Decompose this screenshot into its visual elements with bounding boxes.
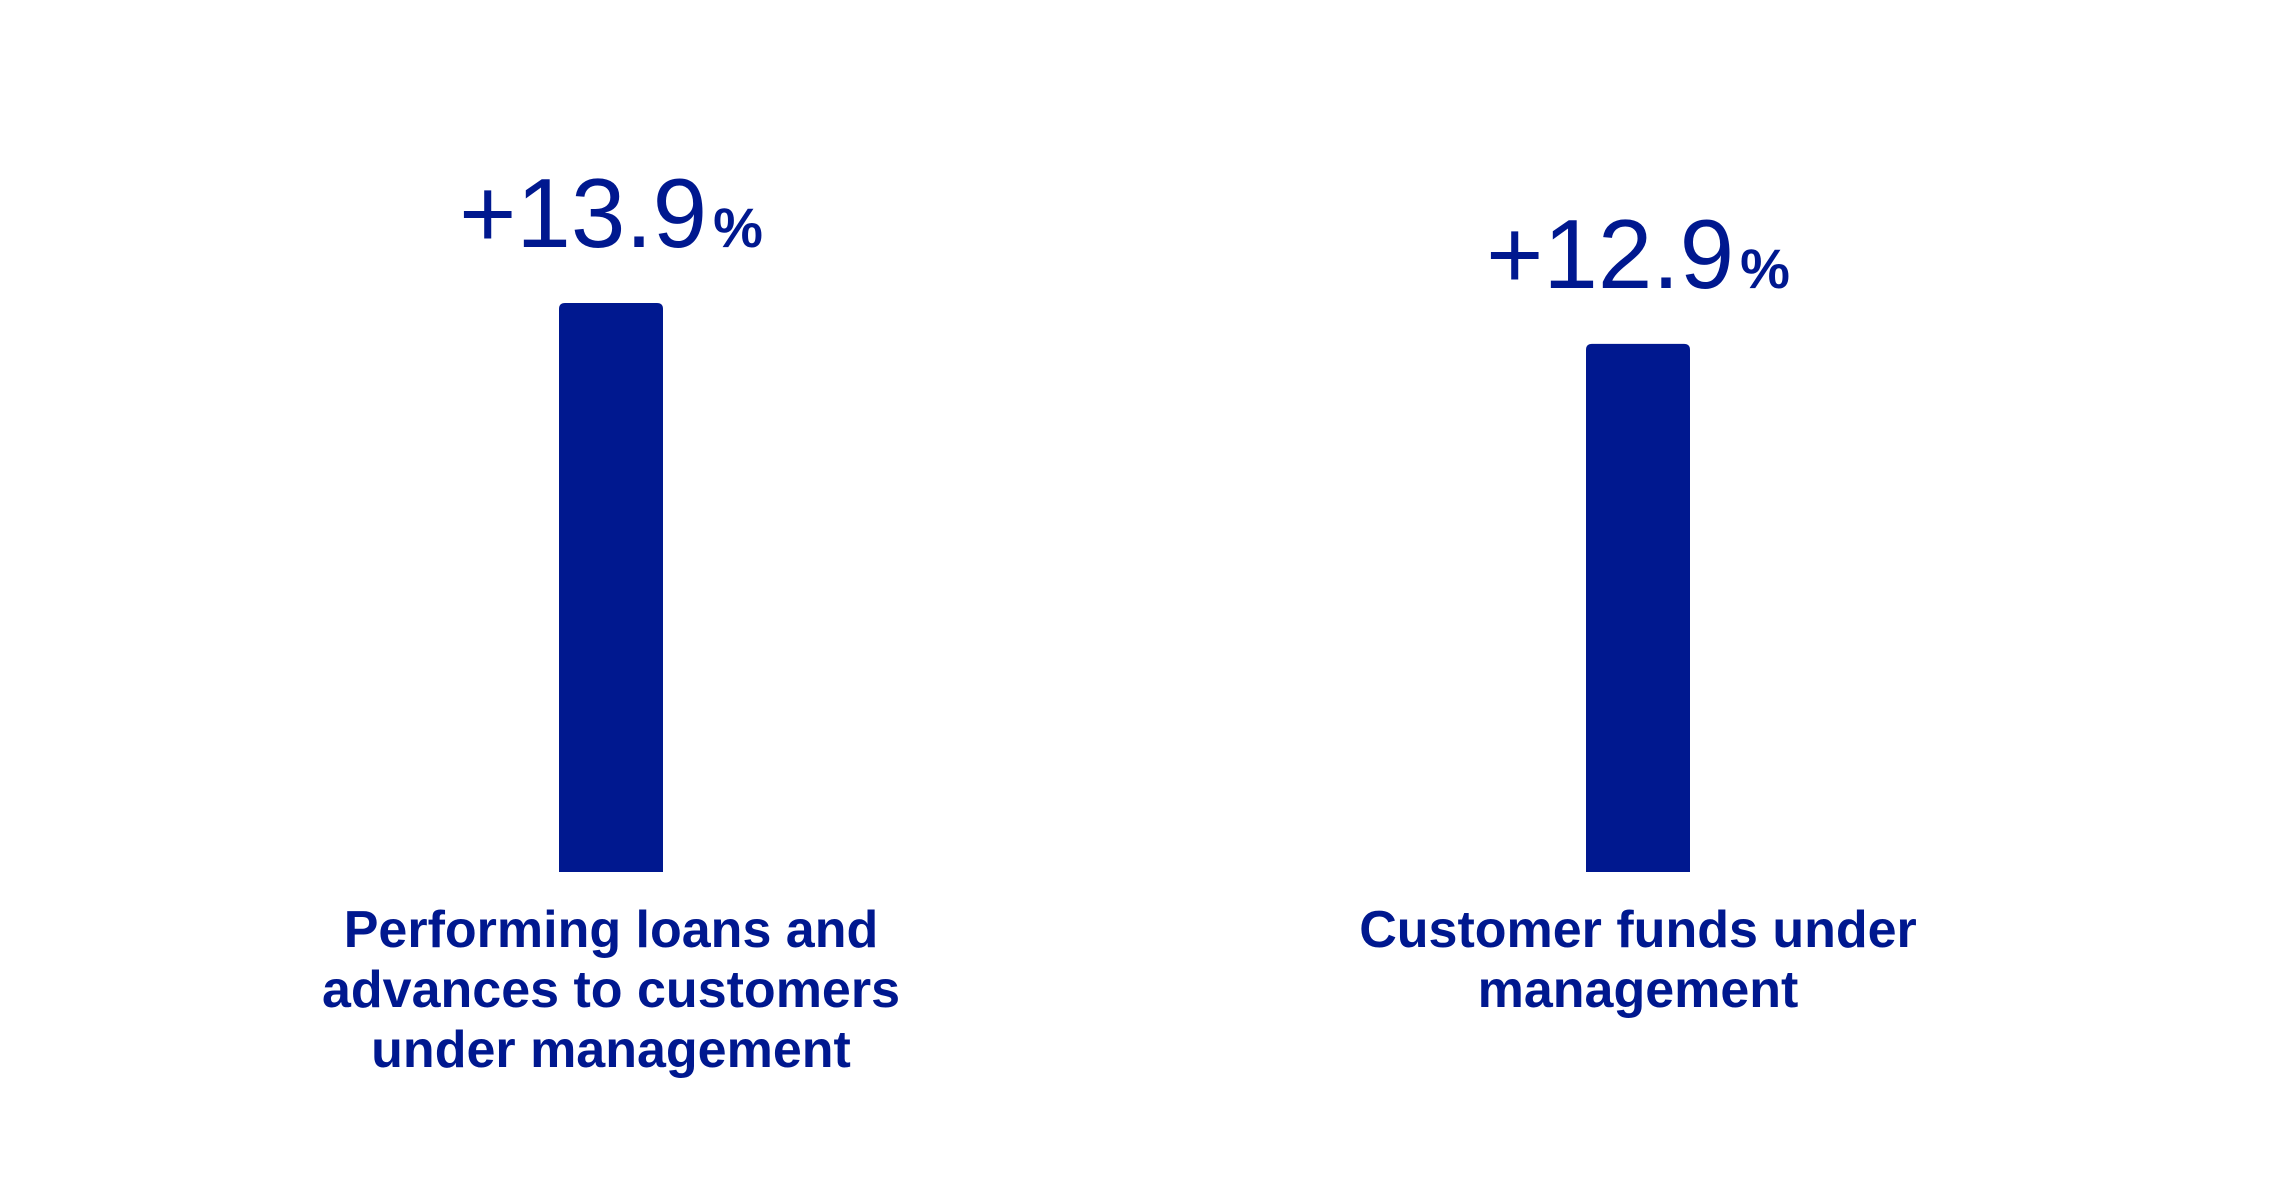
- data-label-unit-1: %: [1740, 237, 1790, 300]
- bar-0: [559, 303, 663, 872]
- data-label-value-1: +12.9: [1486, 199, 1734, 309]
- data-label-unit-0: %: [713, 196, 763, 259]
- data-label-1: +12.9%: [1486, 199, 1790, 309]
- data-label-value-0: +13.9: [459, 158, 707, 268]
- data-label-0: +13.9%: [459, 158, 763, 268]
- bar-1: [1586, 343, 1690, 872]
- category-label-customer-funds: Customer funds under management: [1359, 901, 1917, 1019]
- category-label-loans: Performing loans and advances to custome…: [321, 901, 901, 1079]
